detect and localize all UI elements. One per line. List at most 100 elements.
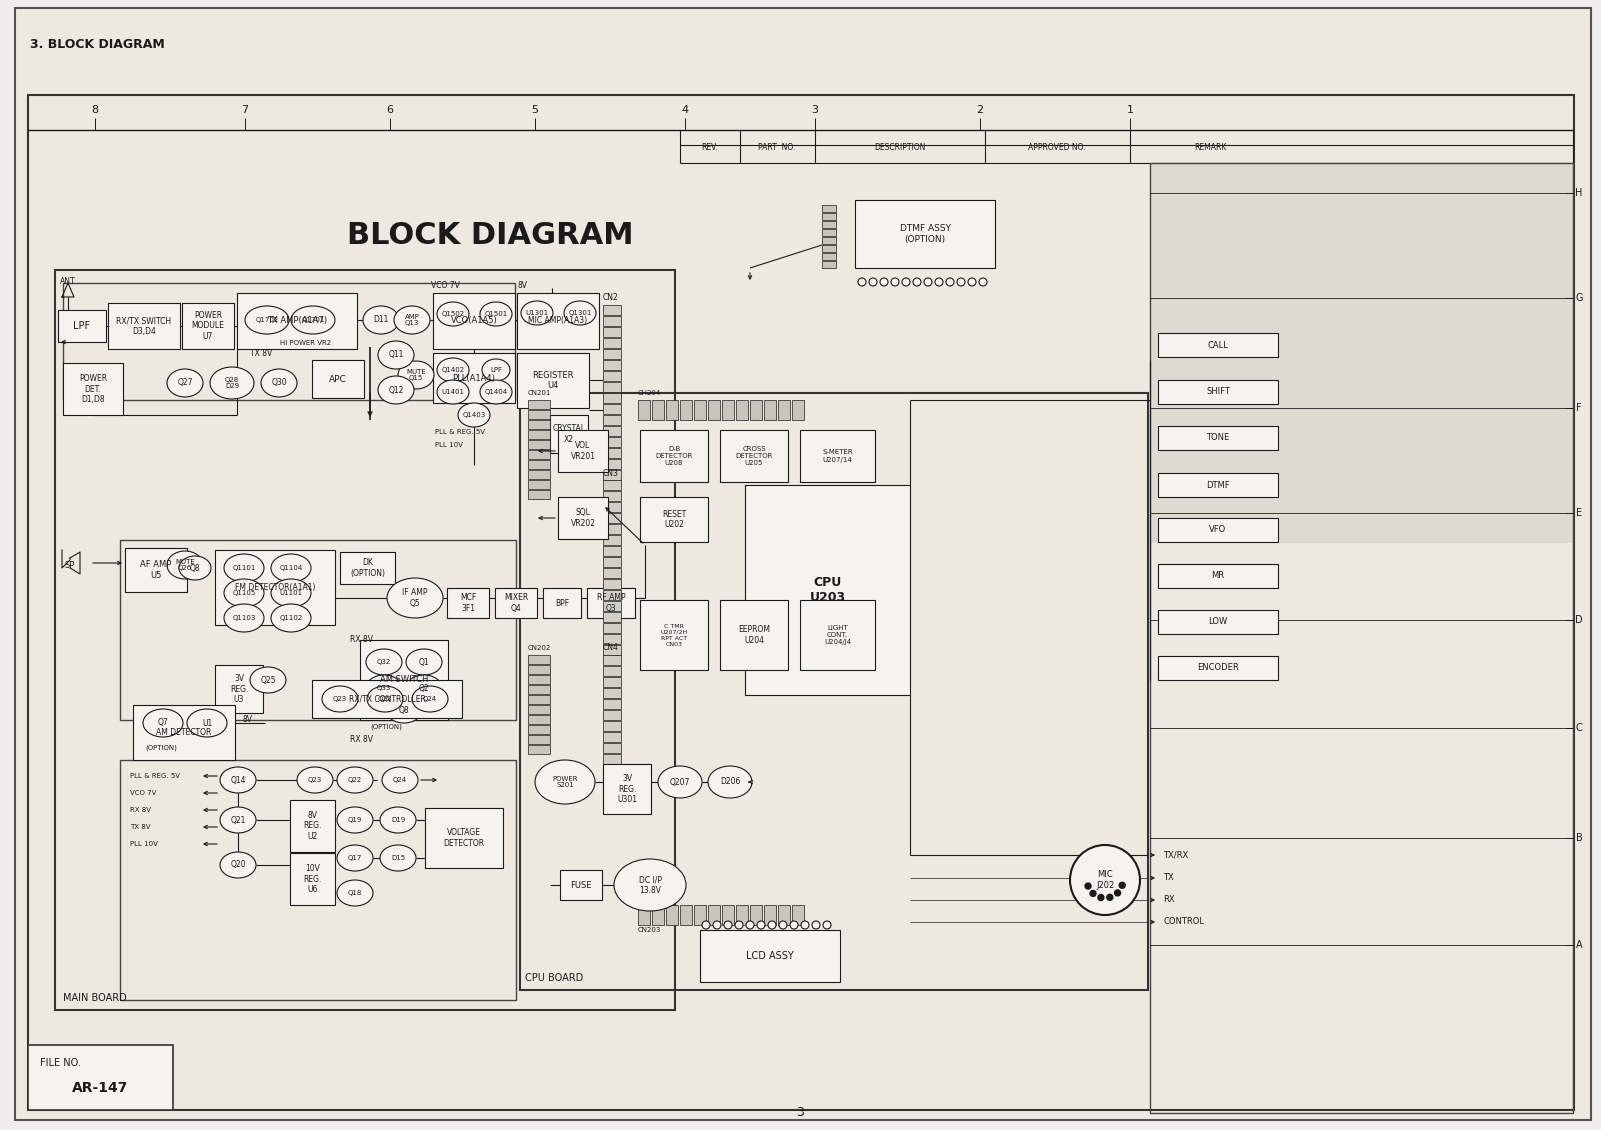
- Bar: [1158, 426, 1278, 450]
- Text: 6: 6: [386, 105, 394, 115]
- Ellipse shape: [411, 686, 448, 712]
- Ellipse shape: [219, 767, 256, 793]
- Text: SP: SP: [64, 560, 75, 570]
- Bar: [1158, 333, 1278, 357]
- Ellipse shape: [336, 807, 373, 833]
- Text: LPF: LPF: [74, 321, 91, 331]
- Circle shape: [1114, 890, 1121, 896]
- Bar: [528, 470, 551, 479]
- Bar: [528, 725, 551, 734]
- Ellipse shape: [658, 766, 701, 798]
- Bar: [604, 405, 621, 414]
- Ellipse shape: [708, 766, 752, 798]
- Text: HI POWER VR2: HI POWER VR2: [280, 340, 331, 346]
- Ellipse shape: [724, 921, 732, 929]
- Text: PLL & REG. 5V: PLL & REG. 5V: [435, 429, 485, 435]
- Text: Q18: Q18: [347, 890, 362, 896]
- Text: Q8: Q8: [189, 564, 200, 573]
- Ellipse shape: [367, 649, 402, 675]
- Bar: [133, 705, 235, 760]
- Text: 2: 2: [977, 105, 983, 115]
- Bar: [792, 905, 804, 925]
- Bar: [604, 764, 652, 814]
- Ellipse shape: [179, 556, 211, 580]
- Bar: [604, 699, 621, 709]
- Text: TONE: TONE: [1207, 434, 1230, 443]
- Bar: [821, 245, 836, 252]
- Ellipse shape: [399, 360, 434, 389]
- Bar: [1158, 473, 1278, 497]
- Bar: [604, 382, 621, 392]
- Text: CRYSTAL
X2: CRYSTAL X2: [552, 424, 586, 444]
- Bar: [215, 664, 263, 713]
- Ellipse shape: [383, 767, 418, 793]
- Text: EEPROM
U204: EEPROM U204: [738, 625, 770, 645]
- Bar: [604, 601, 621, 611]
- Text: LOW: LOW: [1209, 617, 1228, 626]
- Bar: [339, 551, 395, 584]
- Ellipse shape: [379, 845, 416, 871]
- Text: Q17: Q17: [347, 855, 362, 861]
- Text: CN2: CN2: [604, 294, 618, 303]
- Ellipse shape: [322, 686, 359, 712]
- Ellipse shape: [298, 767, 333, 793]
- Bar: [604, 492, 621, 501]
- Bar: [749, 400, 762, 420]
- Text: MUTE
Q26: MUTE Q26: [175, 558, 195, 572]
- Bar: [1150, 163, 1574, 1113]
- Text: 3: 3: [812, 105, 818, 115]
- Bar: [183, 303, 234, 349]
- Bar: [693, 400, 706, 420]
- Text: BPF: BPF: [556, 599, 568, 608]
- Circle shape: [1090, 890, 1097, 896]
- Text: 3. BLOCK DIAGRAM: 3. BLOCK DIAGRAM: [30, 38, 165, 51]
- Ellipse shape: [946, 278, 954, 286]
- Text: D206: D206: [720, 777, 740, 786]
- Bar: [764, 905, 776, 925]
- Bar: [652, 400, 664, 420]
- Ellipse shape: [712, 921, 720, 929]
- Ellipse shape: [167, 370, 203, 397]
- Bar: [821, 261, 836, 268]
- Ellipse shape: [800, 921, 809, 929]
- Text: Q207: Q207: [669, 777, 690, 786]
- Text: Q1701: Q1701: [301, 318, 325, 323]
- Bar: [800, 431, 876, 483]
- Text: ANT: ANT: [61, 278, 75, 287]
- Bar: [528, 734, 551, 744]
- Text: TX 8V: TX 8V: [250, 349, 272, 358]
- Bar: [528, 490, 551, 499]
- Text: CALL: CALL: [1207, 340, 1228, 349]
- Bar: [604, 393, 621, 403]
- Text: PLL(A1A4): PLL(A1A4): [453, 374, 495, 382]
- Bar: [604, 557, 621, 567]
- Bar: [604, 513, 621, 523]
- Text: MUTE
Q15: MUTE Q15: [407, 368, 426, 382]
- Text: D-B
DETECTOR
U208: D-B DETECTOR U208: [655, 445, 693, 467]
- Bar: [528, 450, 551, 459]
- Text: U1301: U1301: [525, 310, 549, 316]
- Text: Q25: Q25: [261, 676, 275, 685]
- Bar: [855, 200, 994, 268]
- Bar: [215, 550, 335, 625]
- Text: U1401: U1401: [442, 389, 464, 396]
- Text: 5: 5: [532, 105, 538, 115]
- Bar: [560, 870, 602, 899]
- Ellipse shape: [881, 278, 889, 286]
- Bar: [764, 400, 776, 420]
- Text: CN201: CN201: [528, 390, 551, 395]
- Text: Q22: Q22: [378, 696, 392, 702]
- Bar: [604, 732, 621, 742]
- Bar: [604, 534, 621, 545]
- Text: Q24: Q24: [423, 696, 437, 702]
- Text: PLL 10V: PLL 10V: [435, 442, 463, 447]
- Circle shape: [1098, 895, 1105, 901]
- Ellipse shape: [250, 667, 287, 693]
- Ellipse shape: [336, 767, 373, 793]
- Bar: [604, 721, 621, 731]
- Bar: [800, 600, 876, 670]
- Text: RX/TX CONTROLLER: RX/TX CONTROLLER: [349, 695, 426, 704]
- Bar: [604, 754, 621, 764]
- Text: TX AMP(A1A7): TX AMP(A1A7): [267, 316, 327, 325]
- Text: Q2: Q2: [419, 684, 429, 693]
